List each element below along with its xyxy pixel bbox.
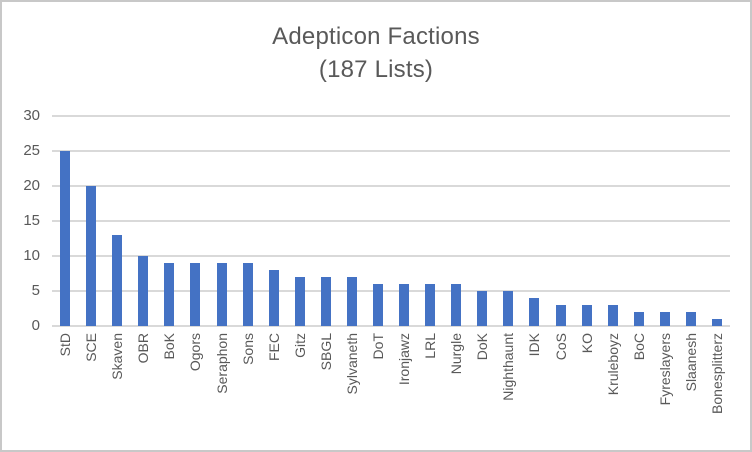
gridline (52, 290, 730, 292)
x-axis-category-label: DoK (474, 333, 491, 361)
bar (425, 284, 436, 326)
bar (685, 312, 696, 326)
x-axis-category-label: LRL (422, 333, 439, 359)
x-axis-category-label: BoC (630, 333, 647, 361)
gridline (52, 255, 730, 257)
bar (242, 263, 253, 326)
x-axis-category-label: Nighthaunt (500, 333, 517, 401)
y-axis-tick-label: 15 (23, 212, 40, 229)
chart-title-block: Adepticon Factions (187 Lists) (2, 20, 750, 86)
x-axis-category-label: Bonesplitterz (708, 333, 725, 414)
x-axis-category-label: BoK (161, 333, 178, 360)
x-axis-category-label: SCE (83, 333, 100, 362)
x-axis-category-label: CoS (552, 333, 569, 361)
y-axis-tick-label: 20 (23, 177, 40, 194)
x-axis-category-label: OBR (135, 333, 152, 364)
bar (294, 277, 305, 326)
y-axis-tick-label: 25 (23, 142, 40, 159)
bar (581, 305, 592, 326)
x-axis-category-label: Seraphon (213, 333, 230, 394)
x-axis-category-label: StD (57, 333, 74, 357)
gridline (52, 115, 730, 117)
x-axis-category-label: Kruleboyz (604, 333, 621, 396)
bar (529, 298, 540, 326)
gridline (52, 220, 730, 222)
chart-subtitle: (187 Lists) (318, 56, 434, 83)
bar (633, 312, 644, 326)
x-axis-category-label: DoT (369, 333, 386, 360)
bar (112, 235, 123, 326)
bar (659, 312, 670, 326)
bar (555, 305, 566, 326)
x-axis-category-label: Sylvaneth (343, 333, 360, 395)
y-axis-tick-label: 5 (31, 282, 40, 299)
y-axis-tick-label: 30 (23, 107, 40, 124)
bar (216, 263, 227, 326)
x-axis-category-label: Ogors (187, 333, 204, 372)
bar (399, 284, 410, 326)
bar (190, 263, 201, 326)
bar (346, 277, 357, 326)
bar (138, 256, 149, 326)
gridline (52, 150, 730, 152)
x-axis-category-label: Nurgle (448, 333, 465, 375)
x-axis-category-label: FEC (265, 333, 282, 361)
x-axis-category-label: KO (578, 333, 595, 354)
bar (451, 284, 462, 326)
chart-title: Adepticon Factions (272, 23, 480, 50)
bar (503, 291, 514, 326)
x-axis-category-label: SBGL (317, 333, 334, 371)
bar (164, 263, 175, 326)
x-axis-category-label: Fyreslayers (656, 333, 673, 406)
bar (320, 277, 331, 326)
x-axis-category-label: Ironjawz (396, 333, 413, 386)
bar (60, 151, 71, 326)
bar (477, 291, 488, 326)
bar (268, 270, 279, 326)
x-axis-category-label: Sons (239, 333, 256, 365)
gridline (52, 325, 730, 327)
bar (607, 305, 618, 326)
x-axis-category-label: Gitz (291, 333, 308, 358)
bar (372, 284, 383, 326)
bar (711, 319, 722, 326)
x-axis-category-label: Slaanesh (682, 333, 699, 392)
y-axis-tick-label: 0 (31, 317, 40, 334)
x-axis-category-label: IDK (526, 333, 543, 357)
y-axis-tick-label: 10 (23, 247, 40, 264)
gridline (52, 185, 730, 187)
bar (86, 186, 97, 326)
x-axis-category-label: Skaven (109, 333, 126, 380)
